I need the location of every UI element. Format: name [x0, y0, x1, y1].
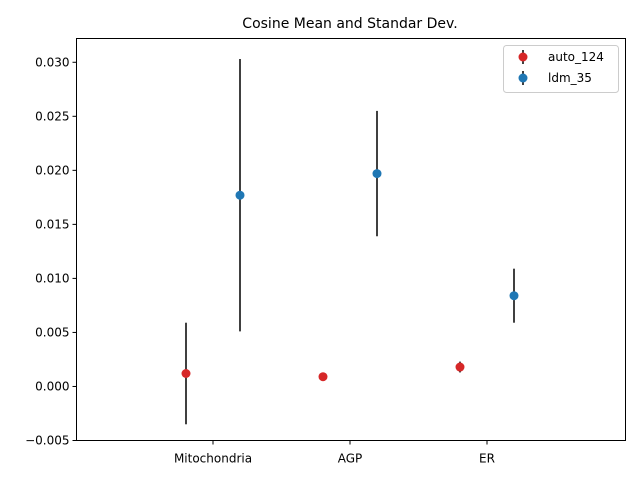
y-tick-label: −0.005: [25, 434, 69, 448]
plot-frame: [76, 38, 626, 441]
plot-marks: [181, 59, 519, 425]
y-tick-label: 0.010: [35, 271, 69, 285]
data-point: [318, 372, 328, 382]
x-tick-label: Mitochondria: [174, 452, 252, 466]
data-point: [455, 362, 465, 372]
legend-label: ldm_35: [548, 71, 592, 85]
y-tick-label: 0.020: [35, 163, 69, 177]
legend-marker: [518, 73, 528, 83]
y-tick-label: 0.030: [35, 55, 69, 69]
x-tick-label: AGP: [338, 452, 363, 466]
legend-marker: [518, 52, 528, 62]
data-point: [181, 369, 191, 378]
y-tick-label: 0.005: [35, 325, 69, 339]
legend-box: [503, 45, 619, 93]
data-point: [372, 169, 382, 179]
x-axis: Mitochondria AGP ER: [174, 440, 495, 466]
y-tick-label: 0.000: [35, 379, 69, 393]
chart-title: Cosine Mean and Standar Dev.: [242, 16, 457, 32]
legend: auto_124 ldm_35: [503, 45, 619, 93]
x-tick-label: ER: [479, 452, 495, 466]
y-tick-label: 0.025: [35, 109, 69, 123]
data-point: [509, 291, 519, 301]
y-axis: −0.005 0.000 0.005 0.010 0.015 0.020 0.025 0.03…: [25, 55, 77, 448]
data-point: [235, 190, 245, 200]
legend-label: auto_124: [548, 50, 604, 64]
y-tick-label: 0.015: [35, 217, 69, 231]
